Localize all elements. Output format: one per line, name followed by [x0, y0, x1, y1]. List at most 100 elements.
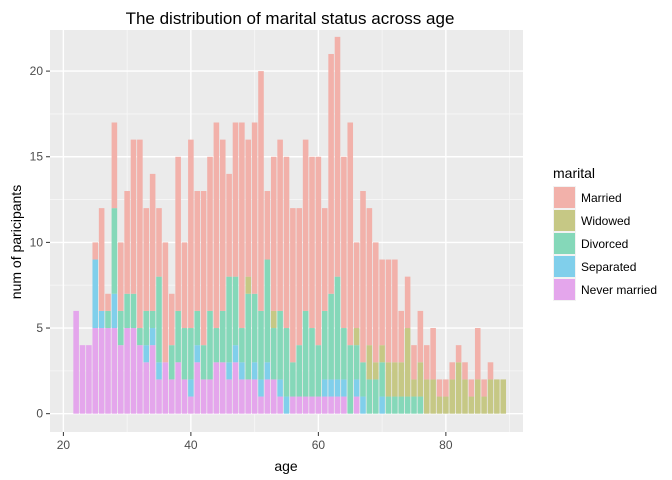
- bar-never-married: [353, 396, 360, 414]
- bar-never-married: [277, 396, 283, 414]
- bar-divorced: [321, 310, 328, 380]
- bar-never-married: [226, 379, 232, 414]
- bar-married: [194, 191, 201, 311]
- bar-separated: [264, 362, 271, 380]
- bar-married: [226, 173, 232, 277]
- y-axis-label: num of paricipants: [8, 185, 24, 299]
- bar-never-married: [232, 362, 239, 414]
- bar-divorced: [315, 345, 322, 397]
- bar-married: [188, 139, 194, 329]
- bar-separated: [341, 379, 347, 397]
- bar-divorced: [283, 328, 290, 397]
- bar-divorced: [302, 310, 309, 397]
- bar-never-married: [341, 396, 347, 414]
- bar-widowed: [481, 396, 487, 414]
- bar-divorced: [379, 362, 385, 397]
- bar-never-married: [219, 362, 226, 414]
- bar-divorced: [353, 345, 360, 380]
- x-tick-label: 40: [184, 438, 198, 452]
- bar-separated: [277, 379, 283, 397]
- bar-never-married: [92, 328, 99, 414]
- bar-widowed: [487, 379, 494, 414]
- bar-widowed: [404, 328, 411, 397]
- bar-divorced: [149, 310, 156, 329]
- bar-never-married: [258, 396, 264, 414]
- x-tick-label: 60: [312, 438, 326, 452]
- bar-married: [315, 156, 322, 346]
- bar-never-married: [302, 396, 309, 414]
- bar-widowed: [449, 379, 456, 414]
- legend-title: marital: [553, 165, 595, 181]
- y-tick-label: 10: [30, 235, 44, 249]
- bar-married: [398, 310, 405, 363]
- bar-married: [347, 122, 354, 346]
- bar-never-married: [213, 362, 220, 414]
- bar-separated: [111, 293, 118, 329]
- bar-widowed: [430, 379, 436, 414]
- bar-divorced: [175, 310, 181, 363]
- bar-never-married: [175, 362, 181, 414]
- bar-divorced: [385, 396, 392, 414]
- bar-married: [436, 379, 443, 397]
- bar-divorced: [188, 328, 194, 380]
- legend-label: Never married: [581, 283, 657, 297]
- bar-never-married: [130, 328, 137, 414]
- bar-divorced: [213, 328, 220, 363]
- bar-never-married: [328, 396, 334, 414]
- bar-married: [137, 139, 143, 329]
- bar-widowed: [245, 276, 252, 294]
- x-axis-label: age: [274, 458, 298, 474]
- bar-separated: [188, 379, 194, 397]
- bar-divorced: [226, 276, 232, 363]
- bar-divorced: [404, 396, 411, 414]
- bar-separated: [194, 345, 201, 363]
- axes: 20 40 60 80 0 5 10 15 20: [30, 64, 453, 452]
- bar-married: [353, 242, 360, 329]
- bar-married: [468, 379, 475, 397]
- bar-divorced: [232, 276, 239, 346]
- bar-divorced: [245, 293, 252, 380]
- bar-widowed: [443, 396, 449, 414]
- legend-swatch: [554, 210, 575, 231]
- bar-married: [175, 156, 181, 311]
- bar-married: [443, 379, 449, 397]
- bar-widowed: [500, 379, 507, 414]
- bar-widowed: [455, 362, 462, 414]
- bar-married: [207, 156, 213, 311]
- bar-married: [200, 191, 207, 346]
- bar-married: [143, 208, 150, 311]
- bar-married: [462, 362, 468, 380]
- legend: marital Married Widowed Divorced Separated N…: [553, 165, 657, 301]
- bar-divorced: [105, 310, 111, 329]
- bar-married: [430, 328, 436, 380]
- bar-separated: [143, 345, 150, 363]
- bar-separated: [98, 310, 105, 329]
- bar-divorced: [124, 293, 130, 329]
- bar-married: [341, 156, 347, 329]
- bar-divorced: [258, 310, 264, 380]
- bar-married: [105, 293, 111, 311]
- bar-widowed: [411, 379, 417, 397]
- bar-never-married: [162, 362, 169, 414]
- bar-widowed: [474, 379, 481, 414]
- bar-divorced: [296, 345, 303, 397]
- bar-divorced: [200, 345, 207, 380]
- bar-divorced: [270, 328, 277, 380]
- bar-divorced: [156, 276, 162, 363]
- bar-married: [156, 208, 162, 277]
- bar-married: [417, 310, 424, 363]
- bar-widowed: [379, 345, 385, 363]
- bar-married: [385, 259, 392, 363]
- bar-married: [117, 242, 124, 311]
- bar-widowed: [462, 379, 468, 414]
- bar-married: [366, 208, 373, 346]
- bar-separated: [321, 379, 328, 397]
- bars: [73, 36, 507, 414]
- bar-married: [334, 36, 341, 277]
- bar-married: [328, 53, 334, 294]
- bar-never-married: [73, 310, 79, 414]
- bar-divorced: [372, 379, 379, 414]
- bar-separated: [251, 362, 258, 380]
- bar-married: [372, 242, 379, 363]
- bar-married: [277, 139, 283, 311]
